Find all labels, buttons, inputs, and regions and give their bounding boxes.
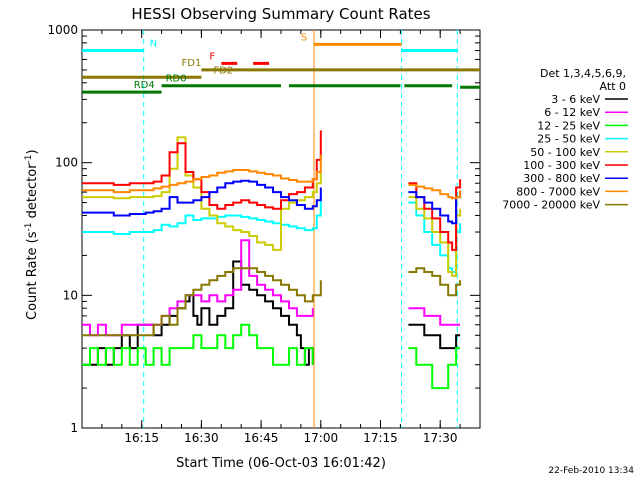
legend-header: Att 0 — [600, 80, 626, 93]
series-line — [82, 239, 314, 337]
legend-entry-label: 25 - 50 keV — [537, 133, 600, 146]
y-tick-label: 1000 — [47, 23, 78, 37]
axis-ticks: 16:15 16:30 16:45 17:00 17:15 17:30 1 10 100 1000 — [47, 23, 481, 445]
legend-entry-label: 3 - 6 keV — [551, 93, 600, 106]
series-line — [408, 267, 462, 297]
x-axis-label: Start Time (06-Oct-03 16:01:42) — [176, 456, 386, 471]
flag-label: S — [301, 32, 307, 43]
x-tick-label: 17:00 — [304, 431, 339, 445]
chart-title: HESSI Observing Summary Count Rates — [131, 5, 430, 23]
y-axis-label: Count Rate (s-1 detector-1) — [24, 149, 40, 320]
y-tick-label: 100 — [55, 156, 78, 170]
legend-entry-label: 100 - 300 keV — [523, 159, 600, 172]
flag-label: RD0 — [166, 74, 187, 85]
timestamp: 22-Feb-2010 13:34 — [548, 466, 634, 476]
y-tick-label: 1 — [70, 421, 78, 435]
series-lines — [82, 130, 462, 390]
legend-entry-label: 6 - 12 keV — [544, 106, 600, 119]
x-tick-label: 16:45 — [244, 431, 279, 445]
series-line — [408, 191, 462, 225]
legend-entry-label: 300 - 800 keV — [523, 172, 600, 185]
series-line — [82, 154, 322, 194]
series-line — [82, 260, 314, 366]
series-line — [408, 201, 462, 273]
flag-label: RD4 — [134, 80, 155, 91]
y-tick-label: 10 — [63, 288, 78, 302]
legend-entry-label: 12 - 25 keV — [537, 119, 600, 132]
x-tick-label: 16:30 — [184, 431, 219, 445]
state-flags: N S F FD1 FD2 RD0 RD4 — [82, 32, 480, 94]
x-tick-label: 16:15 — [124, 431, 159, 445]
series-line — [82, 323, 314, 366]
flag-label: FD1 — [182, 58, 202, 69]
series-line — [82, 130, 322, 210]
series-line — [82, 179, 322, 217]
flag-label: F — [209, 51, 215, 62]
flag-label: FD2 — [213, 65, 233, 76]
legend-entry-label: 50 - 100 keV — [530, 146, 600, 159]
series-line — [408, 183, 462, 200]
series-line — [408, 307, 461, 326]
x-tick-label: 17:15 — [363, 431, 398, 445]
series-line — [408, 323, 461, 350]
legend-header: Det 1,3,4,5,6,9, — [540, 67, 626, 80]
series-line — [408, 196, 462, 277]
legend-entry-label: 7000 - 20000 keV — [502, 199, 600, 212]
series-line — [82, 197, 322, 235]
legend-entry-label: 800 - 7000 keV — [516, 185, 600, 198]
series-line — [82, 267, 322, 337]
flag-label: N — [150, 39, 157, 50]
series-line — [408, 347, 461, 390]
x-tick-label: 17:30 — [423, 431, 458, 445]
